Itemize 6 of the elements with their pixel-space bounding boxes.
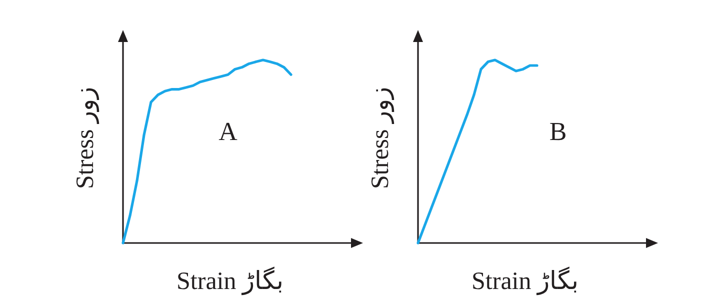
annotation: A [218,117,238,146]
y-axis-title: Stress زور [72,87,100,189]
x-axis-title: Strain بگاڑ [472,266,578,296]
text: B [549,117,567,146]
x-axis-title: Strain بگاڑ [176,266,284,296]
y-axis-title: Stress زور [367,87,395,189]
